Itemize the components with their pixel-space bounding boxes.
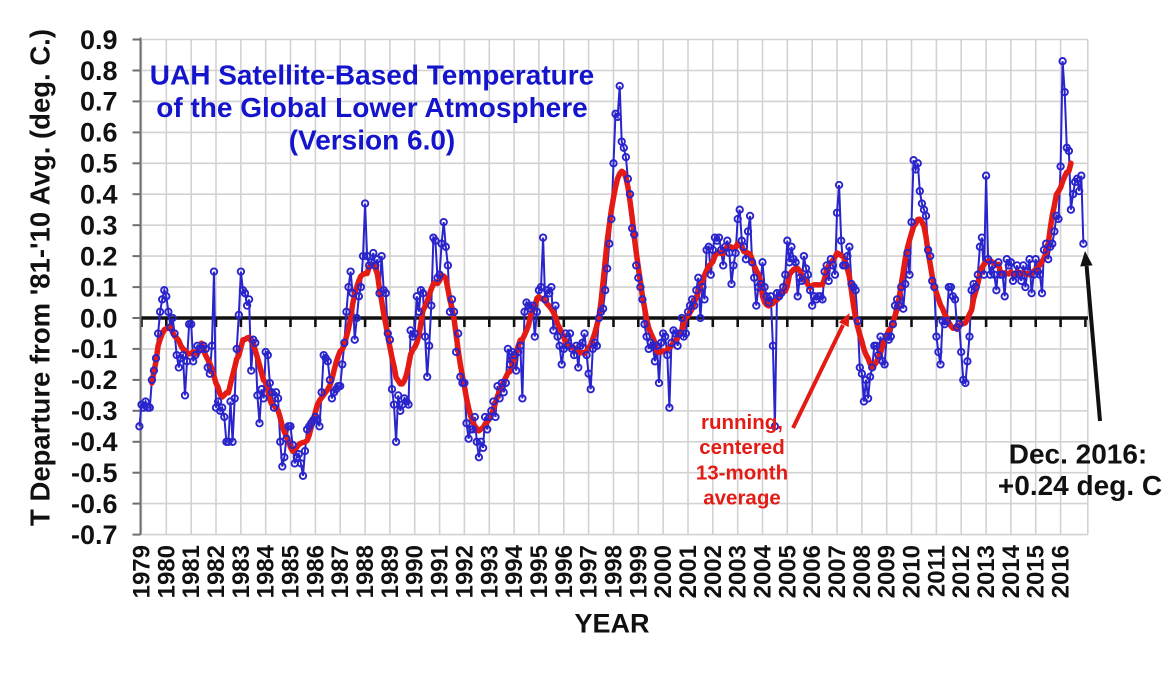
svg-text:1987: 1987 [327,545,354,598]
svg-text:YEAR: YEAR [574,609,649,639]
svg-text:2008: 2008 [849,545,876,598]
svg-text:running,: running, [701,411,783,434]
svg-text:2000: 2000 [650,545,677,598]
svg-text:1994: 1994 [501,544,528,598]
svg-text:-0.4: -0.4 [71,427,118,457]
svg-text:0.4: 0.4 [80,180,118,210]
svg-text:1995: 1995 [526,545,553,598]
svg-text:-0.6: -0.6 [71,489,118,519]
svg-text:UAH Satellite-Based Temperatur: UAH Satellite-Based Temperature [150,60,595,91]
svg-text:0.1: 0.1 [80,272,118,302]
svg-text:1991: 1991 [427,545,454,598]
svg-text:2001: 2001 [675,545,702,598]
svg-text:2016: 2016 [1048,545,1075,598]
svg-text:0.6: 0.6 [80,118,118,148]
svg-text:2012: 2012 [948,545,975,598]
svg-text:+0.24 deg. C: +0.24 deg. C [998,470,1162,501]
svg-text:0.0: 0.0 [80,303,118,333]
svg-text:0.7: 0.7 [80,87,118,117]
svg-text:0.3: 0.3 [80,211,118,241]
svg-text:0.8: 0.8 [80,56,118,86]
svg-text:centered: centered [699,436,784,459]
svg-text:1998: 1998 [601,545,628,598]
svg-text:(Version 6.0): (Version 6.0) [289,125,456,156]
svg-text:-0.5: -0.5 [71,458,118,488]
svg-text:-0.2: -0.2 [71,365,118,395]
svg-text:1988: 1988 [352,545,379,598]
svg-text:1984: 1984 [253,544,280,598]
svg-text:0.2: 0.2 [80,241,118,271]
svg-text:1992: 1992 [451,545,478,598]
svg-text:-0.3: -0.3 [71,396,118,426]
svg-text:2003: 2003 [725,545,752,598]
svg-text:1986: 1986 [302,545,329,598]
svg-text:-0.7: -0.7 [71,520,118,550]
svg-text:1999: 1999 [625,545,652,598]
svg-text:1983: 1983 [228,545,255,598]
svg-text:2004: 2004 [750,544,777,598]
svg-text:2010: 2010 [899,545,926,598]
svg-text:1981: 1981 [178,545,205,598]
svg-text:2006: 2006 [799,545,826,598]
svg-text:1982: 1982 [203,545,230,598]
svg-text:0.9: 0.9 [80,25,118,55]
svg-text:2015: 2015 [1023,545,1050,598]
svg-text:1985: 1985 [278,545,305,598]
svg-text:-0.1: -0.1 [71,334,118,364]
svg-text:1980: 1980 [153,545,180,598]
svg-text:2013: 2013 [973,545,1000,598]
svg-text:2005: 2005 [774,545,801,598]
svg-text:1989: 1989 [377,545,404,598]
svg-text:2002: 2002 [700,545,727,598]
svg-text:1997: 1997 [576,545,603,598]
svg-text:0.5: 0.5 [80,149,118,179]
svg-text:2014: 2014 [998,544,1025,598]
svg-text:T Departure from '81-'10 Avg.: T Departure from '81-'10 Avg. (deg. C.) [25,29,56,526]
svg-text:average: average [703,487,781,510]
svg-text:1993: 1993 [476,545,503,598]
svg-text:1990: 1990 [402,545,429,598]
svg-text:1979: 1979 [129,545,156,598]
svg-text:13-month: 13-month [696,461,788,484]
svg-text:of the Global Lower Atmosphere: of the Global Lower Atmosphere [156,92,587,123]
svg-text:Dec. 2016:: Dec. 2016: [1009,439,1148,470]
svg-text:1996: 1996 [551,545,578,598]
svg-text:2011: 2011 [923,545,950,597]
svg-text:2007: 2007 [824,545,851,598]
svg-text:2009: 2009 [874,545,901,598]
